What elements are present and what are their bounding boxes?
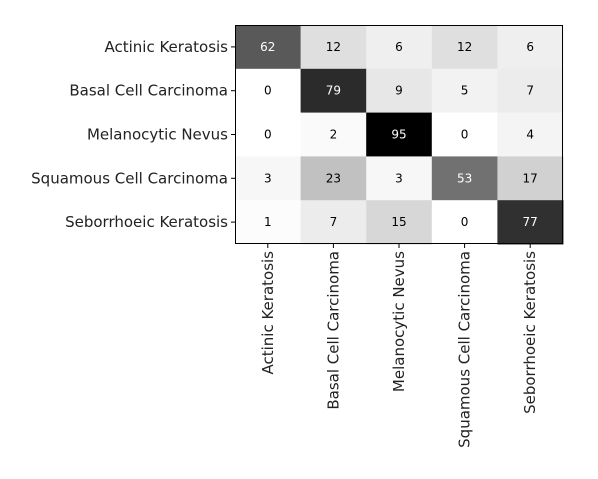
heatmap-cell — [431, 112, 498, 157]
cell-value-label: 2 — [330, 128, 338, 142]
cell-value-label: 79 — [326, 84, 341, 98]
heatmap-cell — [300, 25, 367, 70]
row-label-actinic-keratosis: Actinic Keratosis — [104, 38, 228, 56]
heatmap-cell — [366, 25, 433, 70]
cell-value-label: 9 — [395, 84, 403, 98]
cell-value-label: 3 — [264, 171, 272, 185]
heatmap-cells: 62 12 6 12 60 79 9 5 70 2 95 0 43 23 3 53 171 7 15 0 77 — [235, 25, 564, 245]
cell-value-label: 0 — [461, 215, 469, 229]
column-labels: Actinic Keratosis Basal Cell Carcinoma Mel… — [259, 251, 539, 448]
heatmap-cell — [235, 200, 302, 245]
row-label-melanocytic-nevus: Melanocytic Nevus — [87, 126, 228, 144]
cell-value-label: 0 — [461, 128, 469, 142]
heatmap-cell — [497, 68, 564, 114]
column-label-squamous-cell-carcinoma: Squamous Cell Carcinoma — [456, 251, 474, 448]
heatmap-cell — [431, 156, 498, 201]
heatmap-cell — [300, 156, 367, 201]
heatmap-cell — [235, 156, 302, 201]
heatmap-cell — [300, 112, 367, 157]
cell-value-label: 95 — [391, 128, 406, 142]
cell-value-label: 12 — [326, 40, 341, 54]
heatmap-cell — [431, 200, 498, 245]
cell-value-label: 17 — [523, 171, 538, 185]
heatmap-cell — [300, 68, 367, 114]
cell-value-label: 77 — [523, 215, 538, 229]
cell-value-label: 23 — [326, 171, 341, 185]
heatmap-cell — [497, 200, 564, 245]
row-label-basal-cell-carcinoma: Basal Cell Carcinoma — [69, 82, 228, 100]
heatmap-cell — [431, 25, 498, 70]
column-label-melanocytic-nevus: Melanocytic Nevus — [390, 251, 408, 392]
heatmap-cell — [235, 112, 302, 157]
heatmap-cell — [497, 112, 564, 157]
heatmap-cell — [497, 25, 564, 70]
cell-value-label: 53 — [457, 171, 472, 185]
heatmap-cell — [235, 68, 302, 114]
axis-ticks — [231, 46, 531, 248]
cell-value-label: 4 — [526, 128, 534, 142]
heatmap-cell — [366, 68, 433, 114]
cell-value-label: 0 — [264, 84, 272, 98]
cell-value-label: 3 — [395, 171, 403, 185]
cell-value-label: 5 — [461, 84, 469, 98]
cell-value-label: 7 — [526, 84, 534, 98]
plot-frame — [235, 25, 563, 244]
heatmap-cell — [366, 200, 433, 245]
cell-value-label: 0 — [264, 128, 272, 142]
row-labels: Actinic Keratosis Basal Cell Carcinoma Mel… — [31, 38, 228, 231]
heatmap-cell — [431, 68, 498, 114]
column-label-actinic-keratosis: Actinic Keratosis — [259, 251, 277, 375]
heatmap-cell — [235, 25, 302, 70]
cell-value-label: 15 — [391, 215, 406, 229]
cell-value-label: 6 — [526, 40, 534, 54]
cell-value-label: 6 — [395, 40, 403, 54]
column-label-basal-cell-carcinoma: Basal Cell Carcinoma — [324, 251, 342, 410]
cell-value-label: 12 — [457, 40, 472, 54]
heatmap-cell — [366, 112, 433, 157]
cell-value-label: 7 — [330, 215, 338, 229]
cell-value-label: 1 — [264, 215, 272, 229]
heatmap-cell — [300, 200, 367, 245]
cell-value-label: 62 — [260, 40, 275, 54]
row-label-seborrhoeic-keratosis: Seborrhoeic Keratosis — [65, 213, 228, 231]
column-label-seborrhoeic-keratosis: Seborrhoeic Keratosis — [521, 251, 539, 414]
heatmap-cell — [497, 156, 564, 201]
row-label-squamous-cell-carcinoma: Squamous Cell Carcinoma — [31, 169, 228, 187]
heatmap-cell — [366, 156, 433, 201]
